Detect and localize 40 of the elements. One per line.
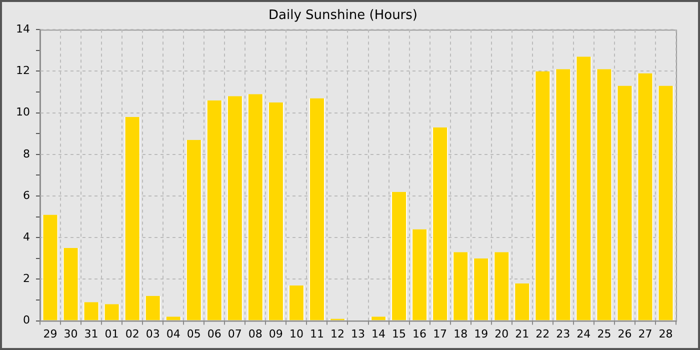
- x-tick-label: 26: [618, 327, 632, 340]
- y-tick-label: 2: [22, 272, 30, 286]
- x-tick-label: 23: [556, 327, 570, 340]
- x-tick-label: 16: [412, 327, 427, 340]
- y-tick-label: 8: [22, 147, 30, 160]
- x-tick-label: 19: [474, 327, 488, 340]
- y-tick-label: 4: [22, 230, 30, 244]
- x-tick-label: 27: [638, 327, 652, 340]
- x-tick-label: 30: [64, 327, 78, 340]
- x-tick-label: 13: [351, 327, 365, 340]
- x-tick-label: 02: [125, 327, 140, 340]
- y-tick-label: 10: [16, 106, 30, 119]
- x-tick-label: 24: [576, 327, 591, 340]
- x-tick-label: 08: [248, 327, 262, 340]
- x-tick-label: 12: [330, 327, 344, 340]
- y-tick-label: 0: [22, 314, 30, 327]
- x-tick-label: 09: [268, 327, 283, 340]
- x-tick-label: 29: [43, 327, 58, 340]
- x-tick-label: 28: [658, 327, 673, 340]
- x-tick-label: 07: [228, 327, 242, 340]
- x-tick-label: 18: [454, 327, 468, 340]
- x-tick-label: 06: [207, 327, 222, 340]
- y-tick-label: 14: [16, 22, 30, 36]
- x-tick-label: 21: [515, 327, 530, 340]
- x-tick-label: 22: [536, 327, 550, 340]
- y-tick-label: 12: [16, 64, 30, 78]
- x-tick-label: 17: [433, 327, 448, 340]
- x-tick-label: 20: [494, 327, 509, 340]
- x-tick-label: 11: [310, 327, 324, 340]
- y-tick-label: 6: [22, 188, 30, 202]
- x-tick-label: 04: [166, 327, 180, 340]
- x-tick-label: 15: [392, 327, 406, 340]
- x-tick-label: 14: [372, 327, 386, 340]
- x-tick-label: 03: [146, 327, 160, 340]
- x-tick-label: 10: [289, 327, 304, 340]
- x-tick-label: 31: [84, 327, 98, 340]
- x-tick-label: 25: [597, 327, 612, 340]
- x-tick-label: 05: [186, 327, 201, 340]
- chart-title: Daily Sunshine (Hours): [268, 8, 418, 24]
- x-tick-label: 01: [104, 327, 119, 340]
